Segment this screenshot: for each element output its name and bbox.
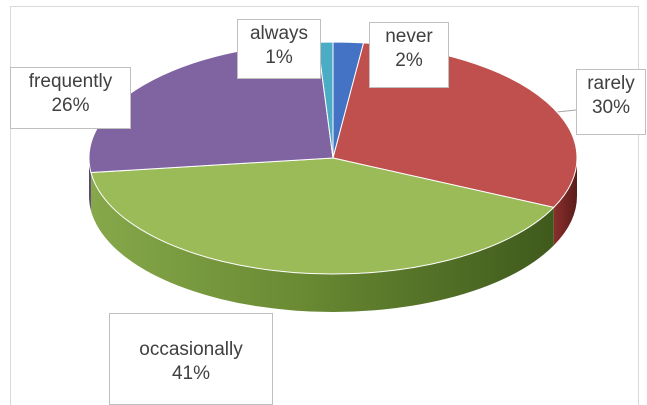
data-label-occasionally: occasionally 41% (109, 313, 273, 405)
pie-side-occasionally (90, 172, 554, 312)
pie-tops (88, 41, 578, 275)
data-label-rarely: rarely 30% (576, 69, 646, 135)
slice-label-name: rarely (587, 73, 635, 94)
slice-label-name: always (249, 23, 309, 44)
slice-label-name: occasionally (139, 339, 243, 360)
slice-label-value: 1% (265, 47, 293, 68)
slice-label-name: never (385, 26, 433, 47)
slice-label-value: 41% (171, 363, 211, 384)
slice-label-name: frequently (28, 71, 113, 92)
data-label-never: never 2% (369, 22, 449, 88)
data-label-always: always 1% (237, 19, 321, 79)
pie-side-rarely (553, 158, 577, 246)
data-label-frequently: frequently 26% (10, 67, 131, 129)
chart-frame (10, 6, 639, 405)
slice-label-value: 30% (591, 97, 631, 118)
slice-label-value: 2% (395, 50, 423, 71)
slice-label-value: 26% (51, 95, 90, 116)
pie-slice-occasionally (90, 157, 555, 275)
